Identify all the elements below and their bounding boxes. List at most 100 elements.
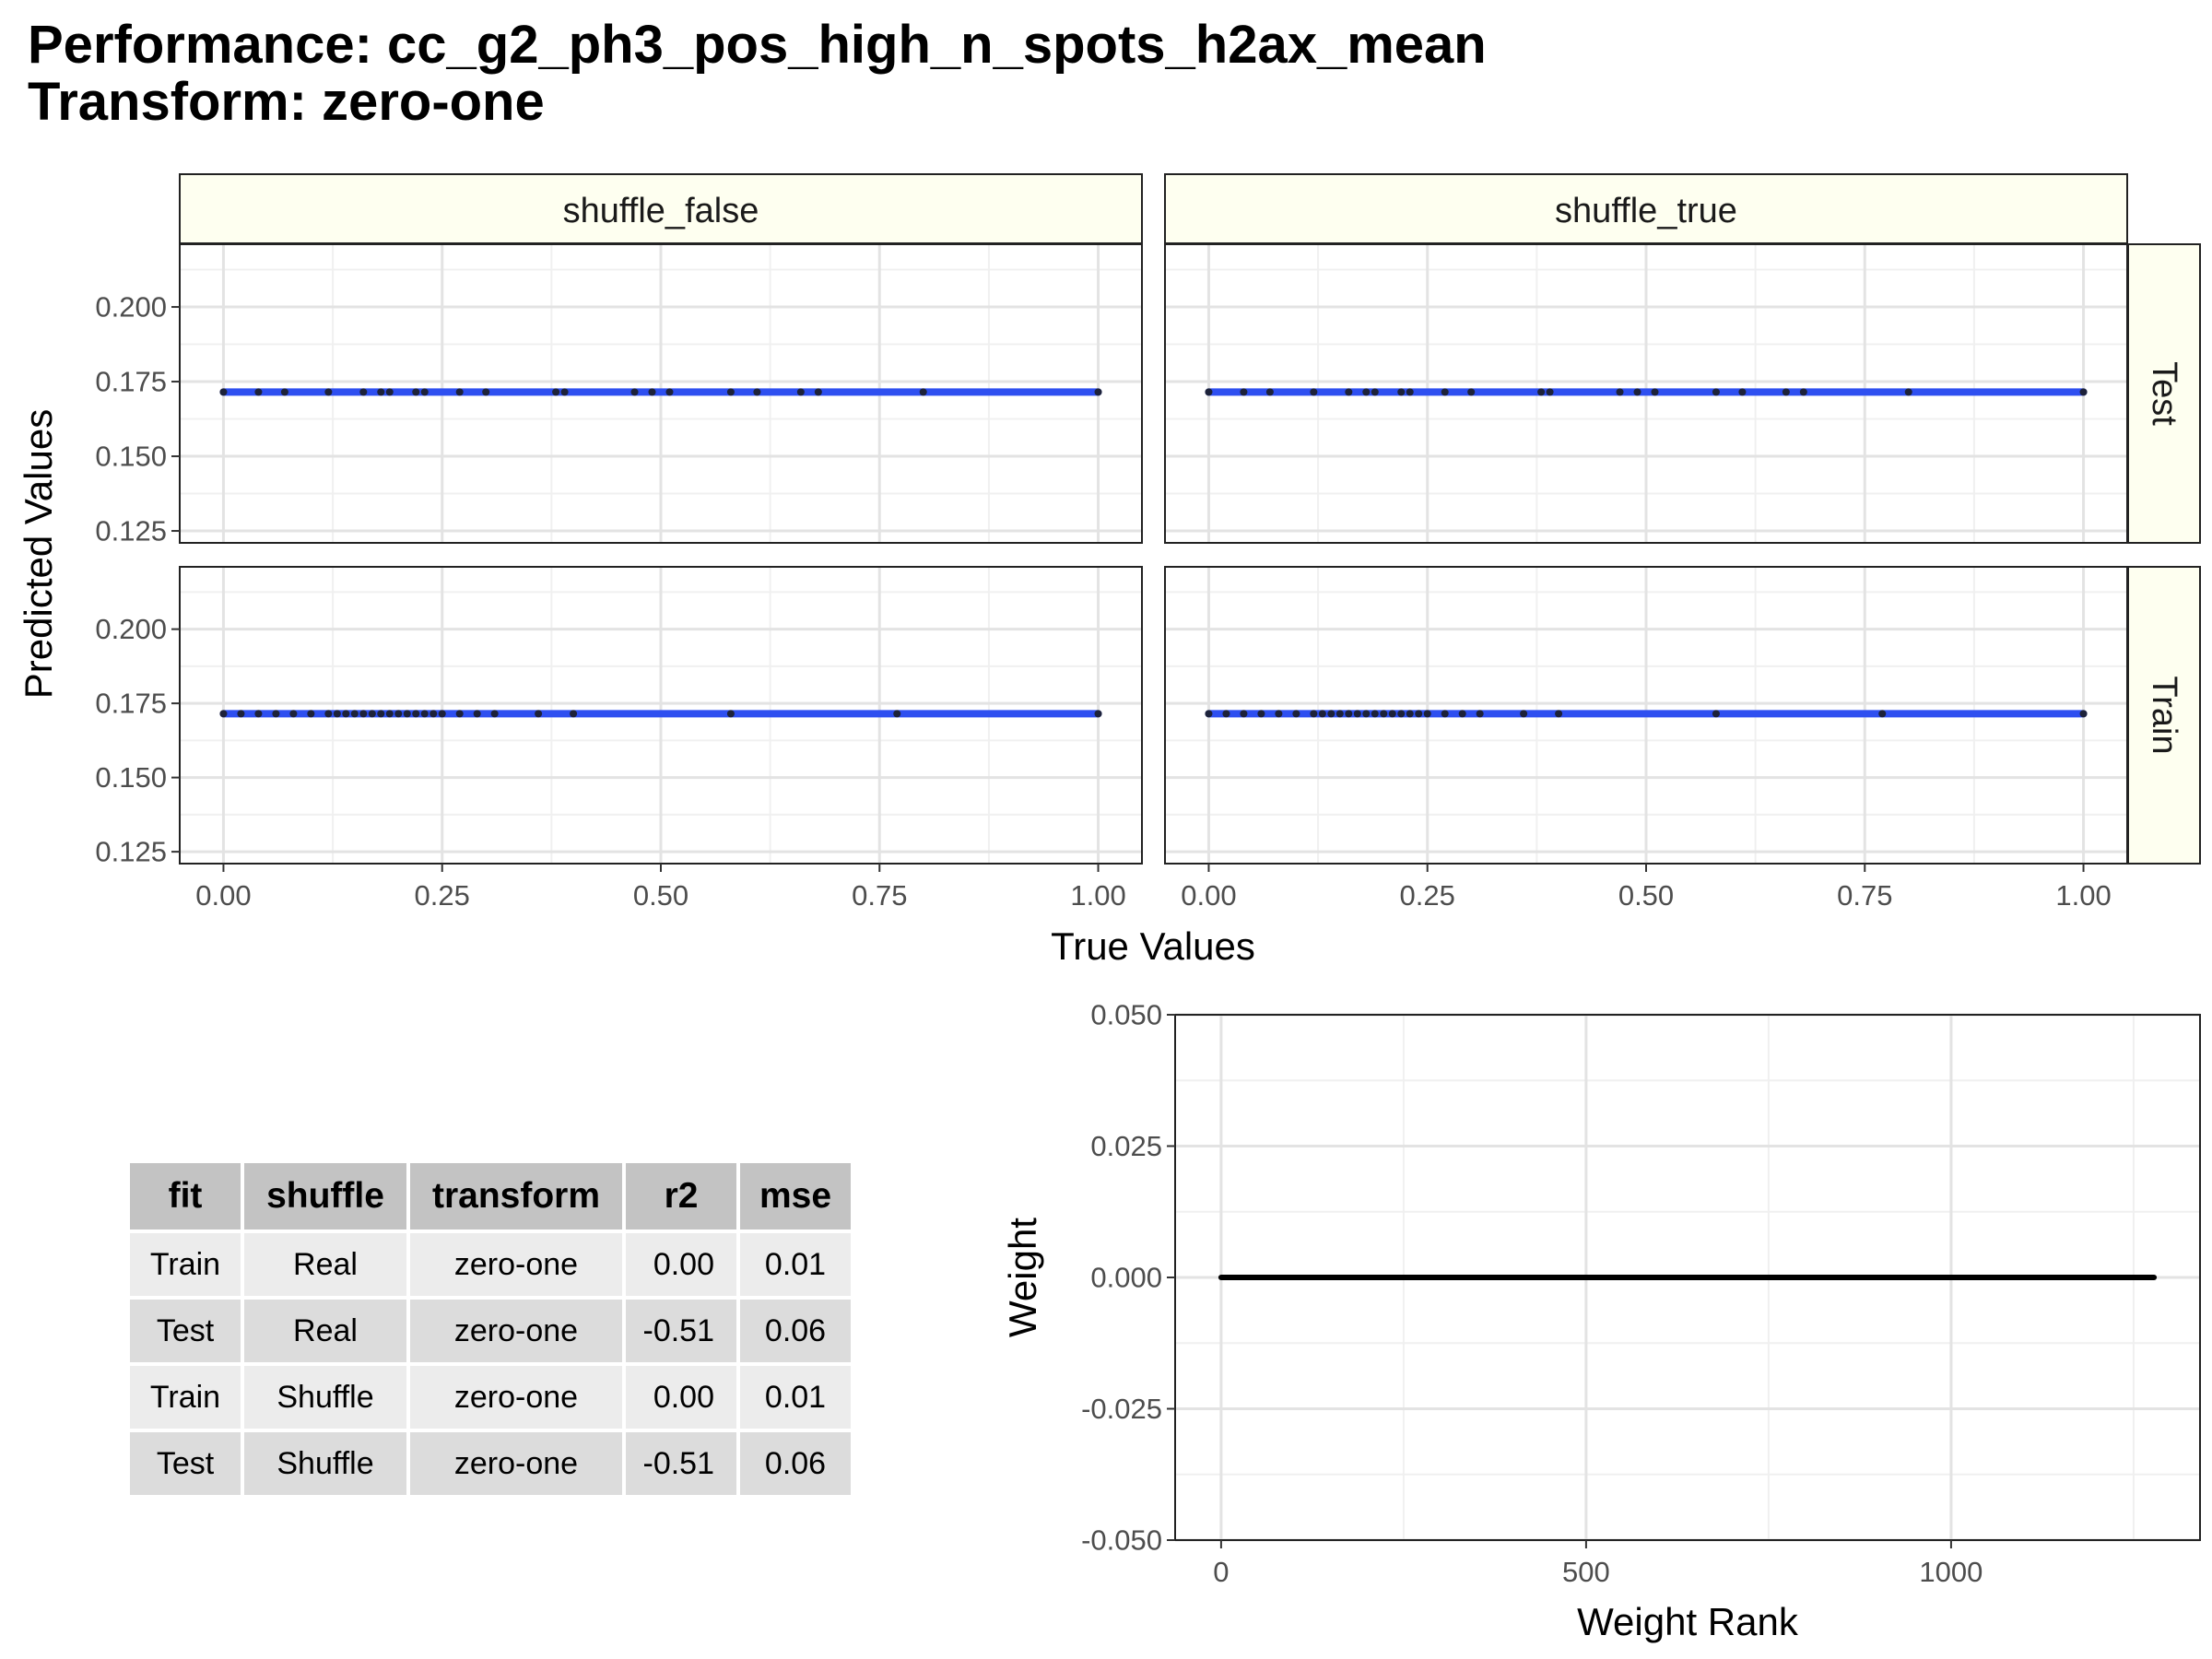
x-tick-label: 500 <box>1562 1556 1610 1588</box>
x-tick-label: 0.50 <box>633 879 688 912</box>
scatter-point <box>1205 388 1213 396</box>
facet-strip-label: shuffle_false <box>563 192 759 230</box>
scatter-point <box>1310 388 1318 396</box>
table-cell: Real <box>244 1300 406 1362</box>
x-tick-label: 1000 <box>1919 1556 1983 1588</box>
scatter-point <box>1310 710 1318 718</box>
scatter-point <box>1265 388 1274 396</box>
scatter-point <box>1415 710 1423 718</box>
scatter-point <box>1240 388 1248 396</box>
scatter-point <box>1388 710 1396 718</box>
scatter-point <box>1397 388 1406 396</box>
scatter-point <box>1362 388 1371 396</box>
x-tick-label: 1.00 <box>2055 879 2111 912</box>
x-tick-label: 0.25 <box>1400 879 1455 912</box>
scatter-point <box>254 710 263 718</box>
facet-strip-train <box>2127 566 2201 865</box>
scatter-point <box>1712 710 1720 718</box>
col-header-transform: transform <box>410 1163 622 1230</box>
scatter-point <box>350 710 359 718</box>
scatter-point <box>1651 388 1659 396</box>
scatter-point <box>1292 710 1300 718</box>
scatter-point <box>1240 710 1248 718</box>
scatter-point <box>385 388 394 396</box>
scatter-point <box>420 710 429 718</box>
scatter-point <box>1406 388 1414 396</box>
scatter-point <box>1878 710 1887 718</box>
scatter-point <box>1380 710 1388 718</box>
scatter-point <box>1345 388 1353 396</box>
scatter-point <box>342 710 350 718</box>
y-tick-label: 0.000 <box>1090 1262 1162 1294</box>
title-line-1: Performance: cc_g2_ph3_pos_high_n_spots_… <box>28 15 1487 75</box>
x-tick-label: 0.00 <box>195 879 251 912</box>
scatter-point <box>1546 388 1554 396</box>
scatter-point <box>1458 710 1466 718</box>
scatter-point <box>385 710 394 718</box>
scatter-point <box>455 388 464 396</box>
scatter-point <box>1205 710 1213 718</box>
table-cell: Train <box>130 1233 241 1296</box>
scatter-point <box>1782 388 1790 396</box>
scatter-point <box>1441 710 1449 718</box>
scatter-point <box>1555 710 1563 718</box>
panel-border <box>1164 243 2128 544</box>
table-row: Test Shuffle zero-one -0.51 0.06 <box>130 1432 851 1495</box>
y-axis-title: Weight <box>1001 1218 1044 1337</box>
weight-rank-chart <box>1174 1013 2201 1542</box>
panel-border <box>179 243 1143 544</box>
y-tick-label: 0.175 <box>95 366 167 398</box>
scatter-point <box>1904 388 1912 396</box>
scatter-point <box>368 710 376 718</box>
scatter-point <box>1397 710 1406 718</box>
facet-strip-label: Train <box>2145 676 2183 754</box>
scatter-point <box>219 388 228 396</box>
scatter-point <box>473 710 481 718</box>
scatter-point <box>219 710 228 718</box>
y-tick-label: 0.150 <box>95 761 167 794</box>
scatter-point <box>333 710 341 718</box>
scatter-point <box>796 388 805 396</box>
scatter-point <box>237 710 245 718</box>
y-tick-label: 0.050 <box>1090 999 1162 1031</box>
table-cell: Shuffle <box>244 1432 406 1495</box>
scatter-point <box>438 710 446 718</box>
col-header-fit: fit <box>130 1163 241 1230</box>
table-cell: zero-one <box>410 1300 622 1362</box>
table-cell: Test <box>130 1432 241 1495</box>
y-tick-label: -0.025 <box>1081 1393 1162 1425</box>
table-cell: Test <box>130 1300 241 1362</box>
x-tick-label: 0.25 <box>415 879 470 912</box>
scatter-point <box>359 710 368 718</box>
scatter-point <box>1476 710 1484 718</box>
table-cell: Shuffle <box>244 1366 406 1429</box>
scatter-point <box>1423 710 1431 718</box>
table-cell: 0.00 <box>626 1233 736 1296</box>
y-axis-title: Predicted Values <box>17 409 60 699</box>
x-tick-label: 0.00 <box>1181 879 1236 912</box>
scatter-point <box>1318 710 1326 718</box>
scatter-point <box>630 388 639 396</box>
x-axis-title: Weight Rank <box>1577 1600 1799 1643</box>
scatter-point <box>1335 710 1344 718</box>
x-tick-label: 1.00 <box>1070 879 1125 912</box>
table-row: Train Shuffle zero-one 0.00 0.01 <box>130 1366 851 1429</box>
x-tick-label: 0.75 <box>1837 879 1892 912</box>
scatter-point <box>307 710 315 718</box>
scatter-point <box>324 710 333 718</box>
table-cell: 0.06 <box>740 1432 851 1495</box>
y-tick-label: 0.200 <box>95 291 167 324</box>
scatter-point <box>324 388 333 396</box>
scatter-point <box>403 710 411 718</box>
table-cell: zero-one <box>410 1233 622 1296</box>
scatter-point <box>753 388 761 396</box>
scatter-point <box>1362 710 1371 718</box>
table-row: Train Real zero-one 0.00 0.01 <box>130 1233 851 1296</box>
scatter-point <box>919 388 927 396</box>
scatter-point <box>377 710 385 718</box>
y-tick-label: 0.150 <box>95 441 167 473</box>
scatter-point <box>1345 710 1353 718</box>
scatter-point <box>2079 710 2088 718</box>
table-cell: zero-one <box>410 1366 622 1429</box>
